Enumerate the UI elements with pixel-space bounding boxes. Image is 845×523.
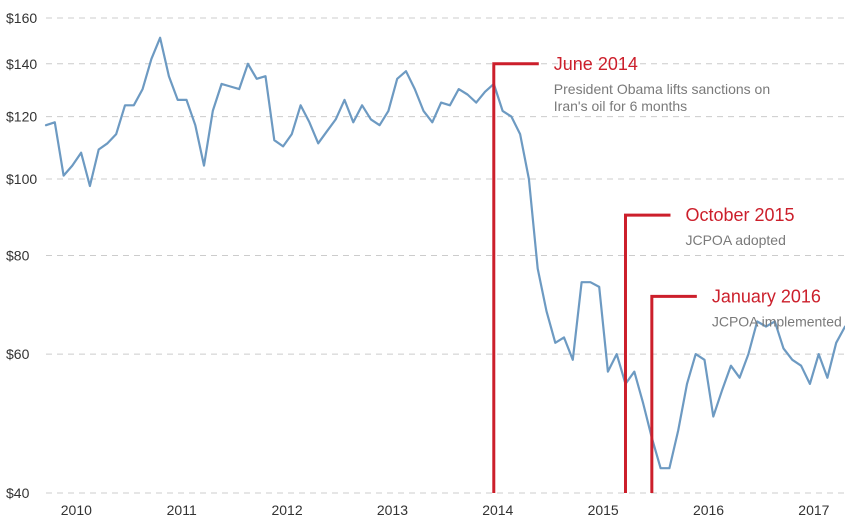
x-tick-label: 2011 (167, 502, 197, 518)
annotation-description: JCPOA implemented (712, 313, 842, 329)
annotation-description: JCPOA adopted (685, 232, 785, 248)
x-tick-label: 2017 (798, 502, 829, 518)
annotation-description: President Obama lifts sanctions on (554, 81, 770, 97)
annotation-marker (650, 294, 697, 493)
y-tick-label: $60 (6, 346, 30, 362)
y-axis-ticks: $40 $60 $80 $100 $120 $140 $160 (6, 10, 37, 501)
x-tick-label: 2010 (61, 502, 92, 518)
y-tick-label: $160 (6, 10, 37, 26)
annotation-description: Iran's oil for 6 months (554, 98, 687, 114)
price-series-line (44, 36, 845, 470)
x-tick-label: 2013 (377, 502, 408, 518)
annotation-marker (623, 213, 671, 493)
annotation-title: January 2016 (712, 286, 821, 306)
series-layer (44, 36, 845, 470)
y-tick-label: $120 (6, 109, 37, 125)
annotation-title: June 2014 (554, 54, 638, 74)
x-tick-label: 2016 (693, 502, 724, 518)
y-tick-label: $140 (6, 56, 37, 72)
gridlines (46, 17, 845, 494)
annotation-marker (492, 62, 539, 493)
x-tick-label: 2015 (588, 502, 619, 518)
x-tick-label: 2014 (482, 502, 513, 518)
x-axis-ticks: 2010 2011 2012 2013 2014 2015 2016 2017 (61, 502, 830, 518)
annotation-title: October 2015 (685, 205, 794, 225)
y-tick-label: $40 (6, 485, 30, 501)
y-tick-label: $100 (6, 171, 37, 187)
annotations: June 2014 President Obama lifts sanctions… (492, 54, 842, 493)
y-tick-label: $80 (6, 248, 30, 264)
x-tick-label: 2012 (271, 502, 302, 518)
